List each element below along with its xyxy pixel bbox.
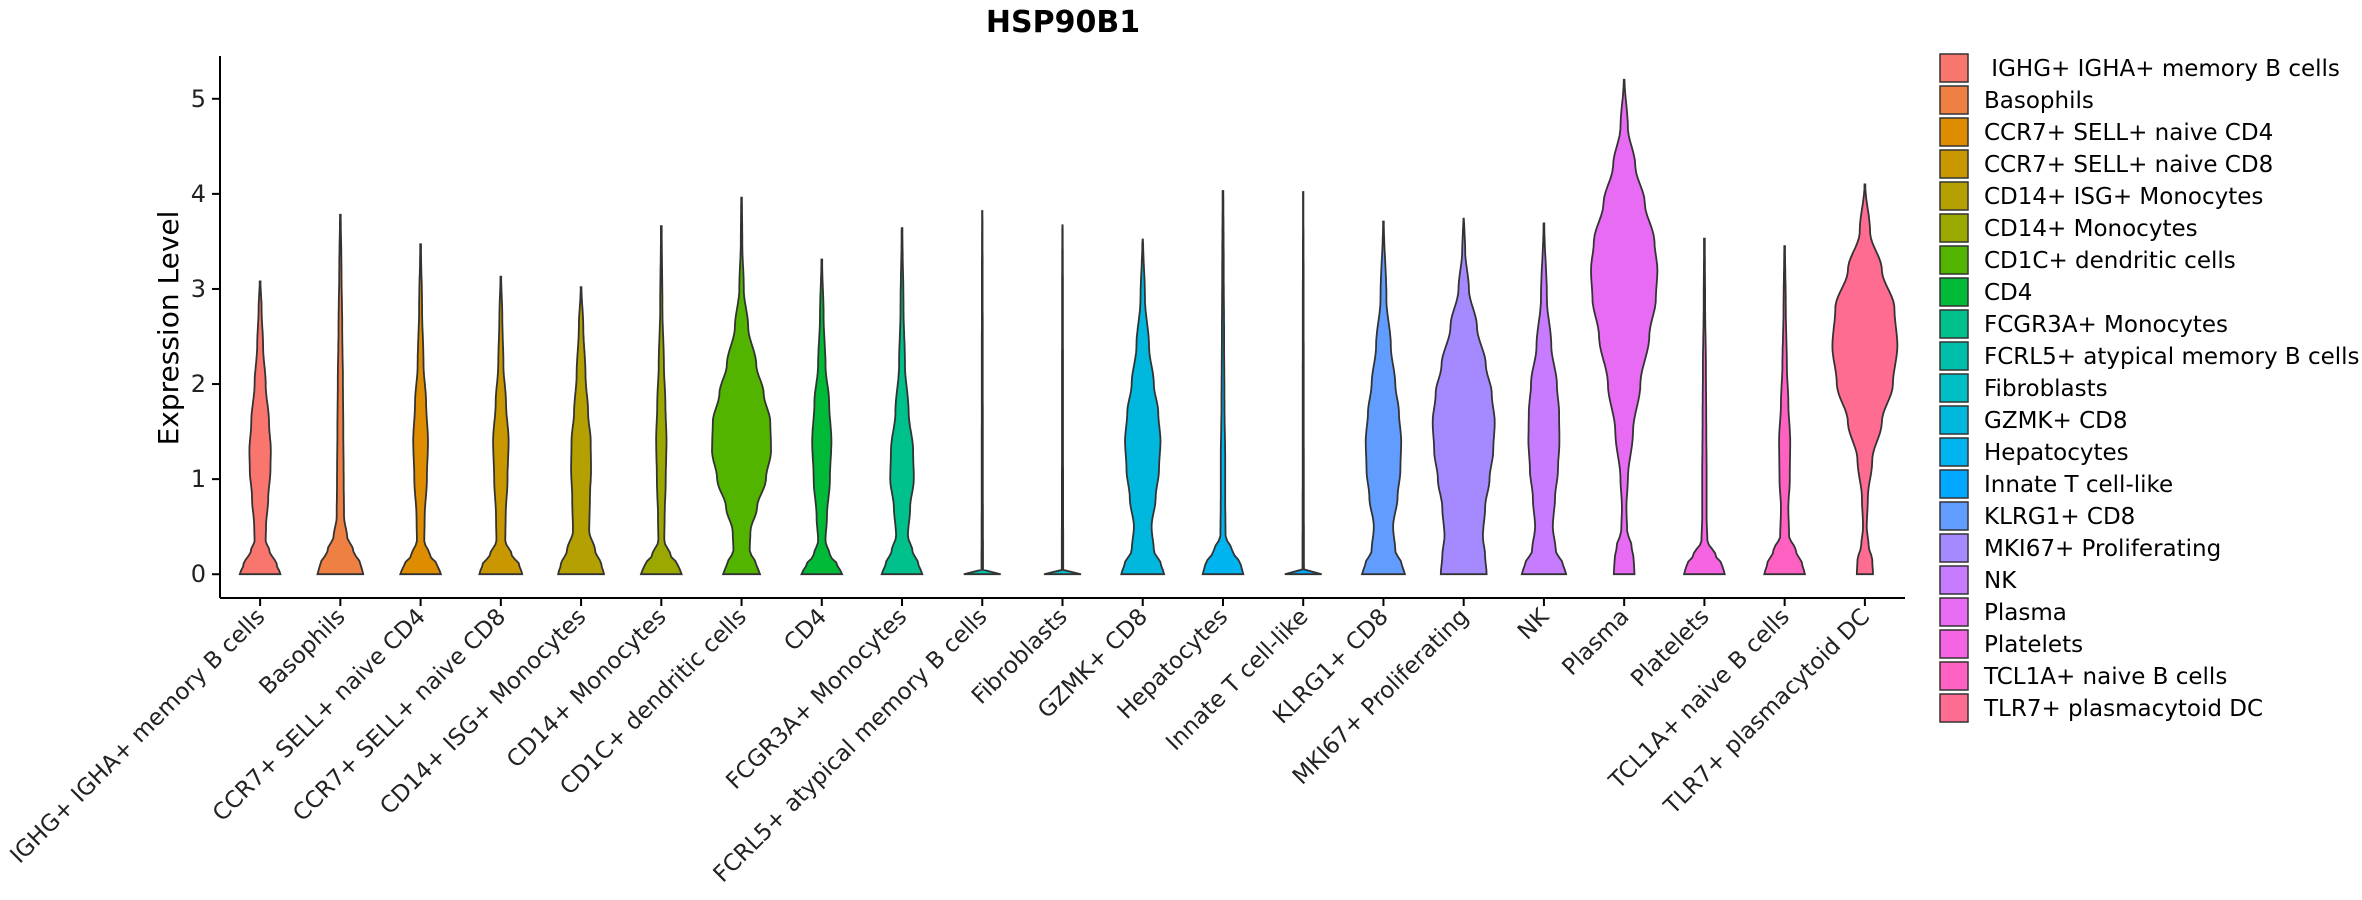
y-tick-label: 1	[191, 465, 206, 493]
y-tick-label: 2	[191, 370, 206, 398]
legend-swatch	[1939, 117, 1969, 147]
legend-swatch	[1939, 309, 1969, 339]
legend-label: Innate T cell-like	[1984, 472, 2173, 498]
legend-label: CD4	[1984, 280, 2032, 306]
legend-label: Fibroblasts	[1984, 376, 2108, 402]
legend-label: KLRG1+ CD8	[1984, 504, 2135, 530]
y-ticks: 0 1 2 3 4 5	[191, 85, 220, 588]
x-tick-label: Innate T cell-like	[1161, 604, 1313, 756]
legend-label: FCGR3A+ Monocytes	[1984, 312, 2228, 338]
legend-swatch	[1939, 181, 1969, 211]
legend-label: CD14+ Monocytes	[1984, 216, 2198, 242]
violin-14	[1284, 191, 1322, 576]
legend-label: FCRL5+ atypical memory B cells	[1984, 344, 2360, 370]
legend-swatch	[1939, 277, 1969, 307]
violin-8	[800, 258, 844, 576]
legend-swatch	[1939, 693, 1969, 723]
legend: IGHG+ IGHA+ memory B cells Basophils CCR7+…	[1939, 53, 2360, 723]
violin-4	[478, 275, 524, 576]
y-tick-label: 4	[191, 180, 206, 208]
legend-label: GZMK+ CD8	[1984, 408, 2128, 434]
legend-swatch	[1939, 533, 1969, 563]
x-tick-label: CD4	[779, 604, 832, 657]
legend-swatch	[1939, 149, 1969, 179]
legend-swatch	[1939, 437, 1969, 467]
legend-swatch	[1939, 661, 1969, 691]
legend-label: Plasma	[1984, 600, 2067, 626]
x-tick-label: Plasma	[1557, 604, 1634, 681]
legend-swatch	[1939, 597, 1969, 627]
legend-swatch	[1939, 501, 1969, 531]
violin-3	[399, 243, 443, 576]
violin-21	[1831, 183, 1899, 576]
legend-label: TLR7+ plasmacytoid DC	[1983, 696, 2263, 722]
legend-label: CD14+ ISG+ Monocytes	[1984, 184, 2263, 210]
violin-17	[1520, 222, 1568, 576]
violin-series	[238, 78, 1899, 576]
violin-16	[1431, 217, 1496, 576]
legend-swatch	[1939, 245, 1969, 275]
violin-7	[711, 196, 772, 576]
y-axis-label: Expression Level	[152, 211, 185, 446]
x-tick-label: CD14+ Monocytes	[502, 604, 671, 773]
x-tick-label: NK	[1513, 603, 1555, 645]
violin-18	[1590, 78, 1659, 576]
violin-11	[1043, 224, 1082, 576]
legend-swatch	[1939, 469, 1969, 499]
violin-6	[639, 225, 683, 576]
legend-label: Hepatocytes	[1984, 440, 2129, 466]
y-tick-label: 5	[191, 85, 206, 113]
legend-label: IGHG+ IGHA+ memory B cells	[1984, 56, 2340, 82]
x-tick-label: IGHG+ IGHA+ memory B cells	[5, 604, 270, 869]
legend-swatch	[1939, 629, 1969, 659]
violin-5	[557, 286, 606, 576]
chart-title: HSP90B1	[986, 5, 1140, 40]
y-tick-label: 3	[191, 275, 206, 303]
legend-swatch	[1939, 565, 1969, 595]
legend-swatch	[1939, 53, 1969, 83]
violin-12	[1120, 238, 1166, 576]
violin-20	[1763, 245, 1807, 576]
legend-label: Platelets	[1984, 632, 2083, 658]
violin-13	[1201, 190, 1245, 576]
violin-10	[963, 210, 1001, 576]
violin-15	[1360, 220, 1407, 576]
legend-label: CD1C+ dendritic cells	[1984, 248, 2236, 274]
violin-2	[316, 213, 365, 576]
legend-label: TCL1A+ naive B cells	[1983, 664, 2227, 690]
legend-swatch	[1939, 213, 1969, 243]
legend-swatch	[1939, 373, 1969, 403]
legend-label: Basophils	[1984, 88, 2094, 114]
violin-1	[238, 280, 282, 576]
legend-label: CCR7+ SELL+ naive CD4	[1984, 120, 2273, 146]
violin-19	[1682, 237, 1726, 576]
legend-swatch	[1939, 341, 1969, 371]
legend-swatch	[1939, 85, 1969, 115]
legend-label: MKI67+ Proliferating	[1984, 536, 2221, 562]
legend-label: NK	[1984, 568, 2017, 594]
legend-swatch	[1939, 405, 1969, 435]
legend-label: CCR7+ SELL+ naive CD8	[1984, 152, 2273, 178]
violin-9	[880, 227, 924, 576]
x-ticks: IGHG+ IGHA+ memory B cellsBasophilsCCR7+…	[5, 598, 1875, 888]
y-tick-label: 0	[191, 560, 206, 588]
